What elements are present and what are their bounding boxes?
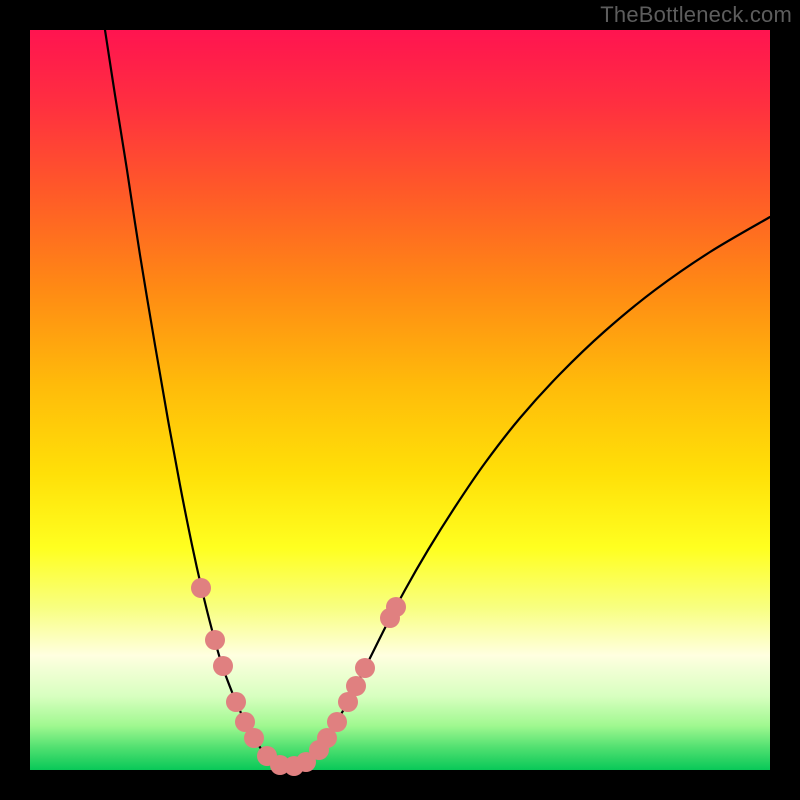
branding-label: TheBottleneck.com <box>600 2 792 28</box>
chart-svg <box>0 0 800 800</box>
marker-dot <box>386 597 406 617</box>
marker-dot <box>244 728 264 748</box>
chart-root: TheBottleneck.com <box>0 0 800 800</box>
marker-dot <box>355 658 375 678</box>
marker-dot <box>327 712 347 732</box>
marker-dot <box>191 578 211 598</box>
marker-dot <box>226 692 246 712</box>
marker-dot <box>346 676 366 696</box>
gradient-background <box>30 30 770 770</box>
marker-dot <box>205 630 225 650</box>
marker-dot <box>213 656 233 676</box>
